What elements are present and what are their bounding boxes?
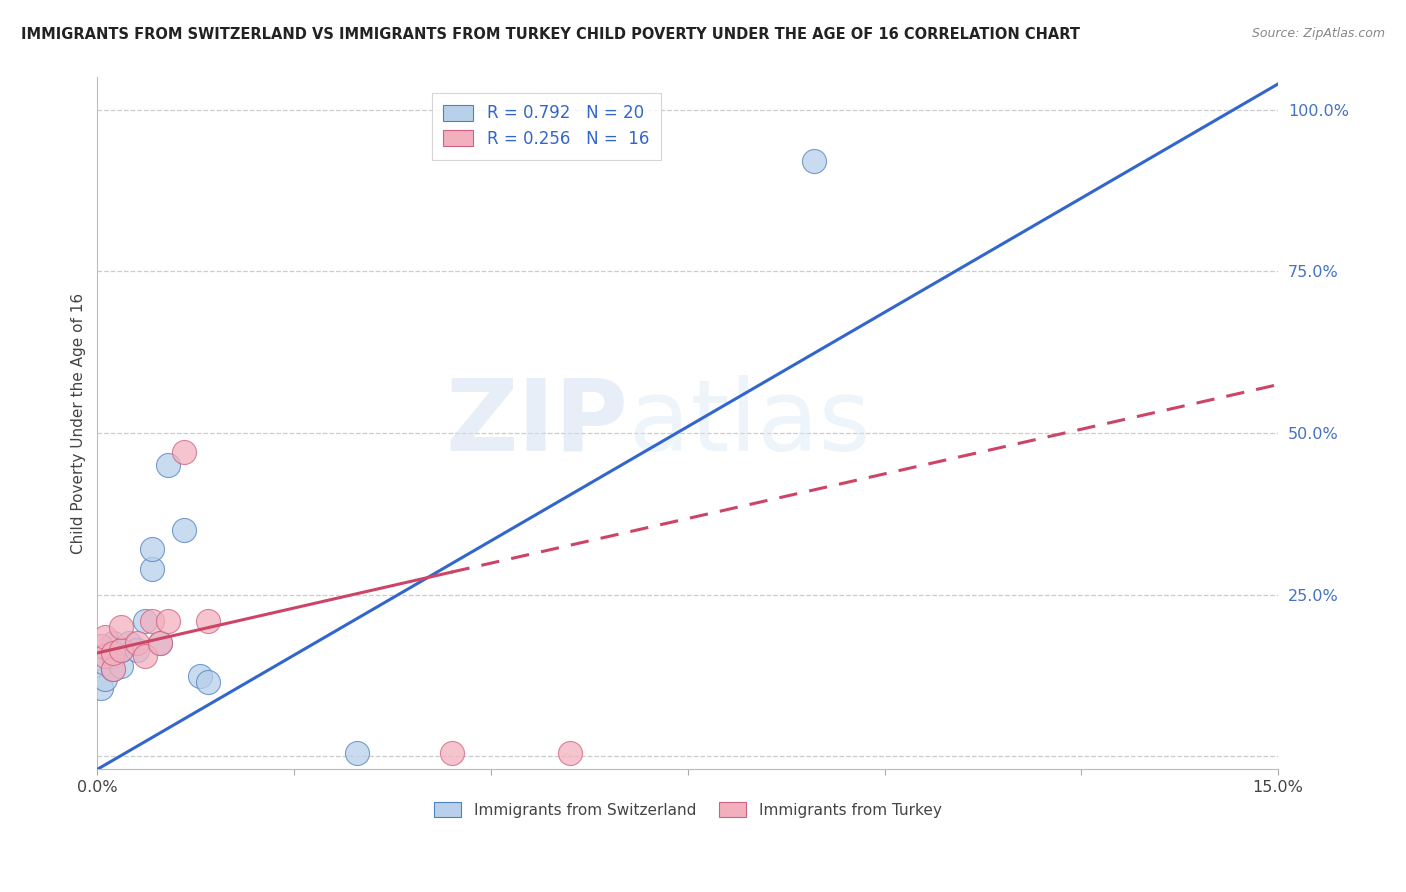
Point: [101, 662, 124, 676]
Point: [101, 646, 124, 660]
Point: [141, 562, 163, 576]
Point: [125, 642, 148, 657]
Point: [101, 636, 124, 650]
Point: [118, 636, 141, 650]
Point: [90, 681, 112, 696]
Point: [149, 636, 172, 650]
Point: [197, 614, 219, 628]
Point: [90, 640, 112, 654]
Legend: Immigrants from Switzerland, Immigrants from Turkey: Immigrants from Switzerland, Immigrants …: [427, 797, 948, 824]
Point: [94, 656, 117, 670]
Point: [141, 542, 163, 557]
Point: [173, 445, 195, 459]
Point: [803, 154, 825, 169]
Point: [157, 614, 180, 628]
Point: [141, 614, 163, 628]
Text: IMMIGRANTS FROM SWITZERLAND VS IMMIGRANTS FROM TURKEY CHILD POVERTY UNDER THE AG: IMMIGRANTS FROM SWITZERLAND VS IMMIGRANT…: [21, 27, 1080, 42]
Y-axis label: Child Poverty Under the Age of 16: Child Poverty Under the Age of 16: [72, 293, 86, 554]
Point: [94, 630, 117, 644]
Point: [110, 658, 132, 673]
Text: atlas: atlas: [628, 375, 870, 472]
Point: [110, 642, 132, 657]
Text: ZIP: ZIP: [446, 375, 628, 472]
Point: [134, 649, 156, 664]
Point: [94, 649, 117, 664]
Point: [188, 668, 211, 682]
Point: [149, 636, 172, 650]
Point: [173, 523, 195, 537]
Point: [110, 642, 132, 657]
Point: [110, 620, 132, 634]
Point: [101, 649, 124, 664]
Point: [94, 672, 117, 686]
Text: Source: ZipAtlas.com: Source: ZipAtlas.com: [1251, 27, 1385, 40]
Point: [134, 614, 156, 628]
Point: [558, 746, 581, 760]
Point: [197, 675, 219, 690]
Point: [101, 662, 124, 676]
Point: [157, 458, 180, 473]
Point: [125, 636, 148, 650]
Point: [346, 746, 368, 760]
Point: [440, 746, 463, 760]
